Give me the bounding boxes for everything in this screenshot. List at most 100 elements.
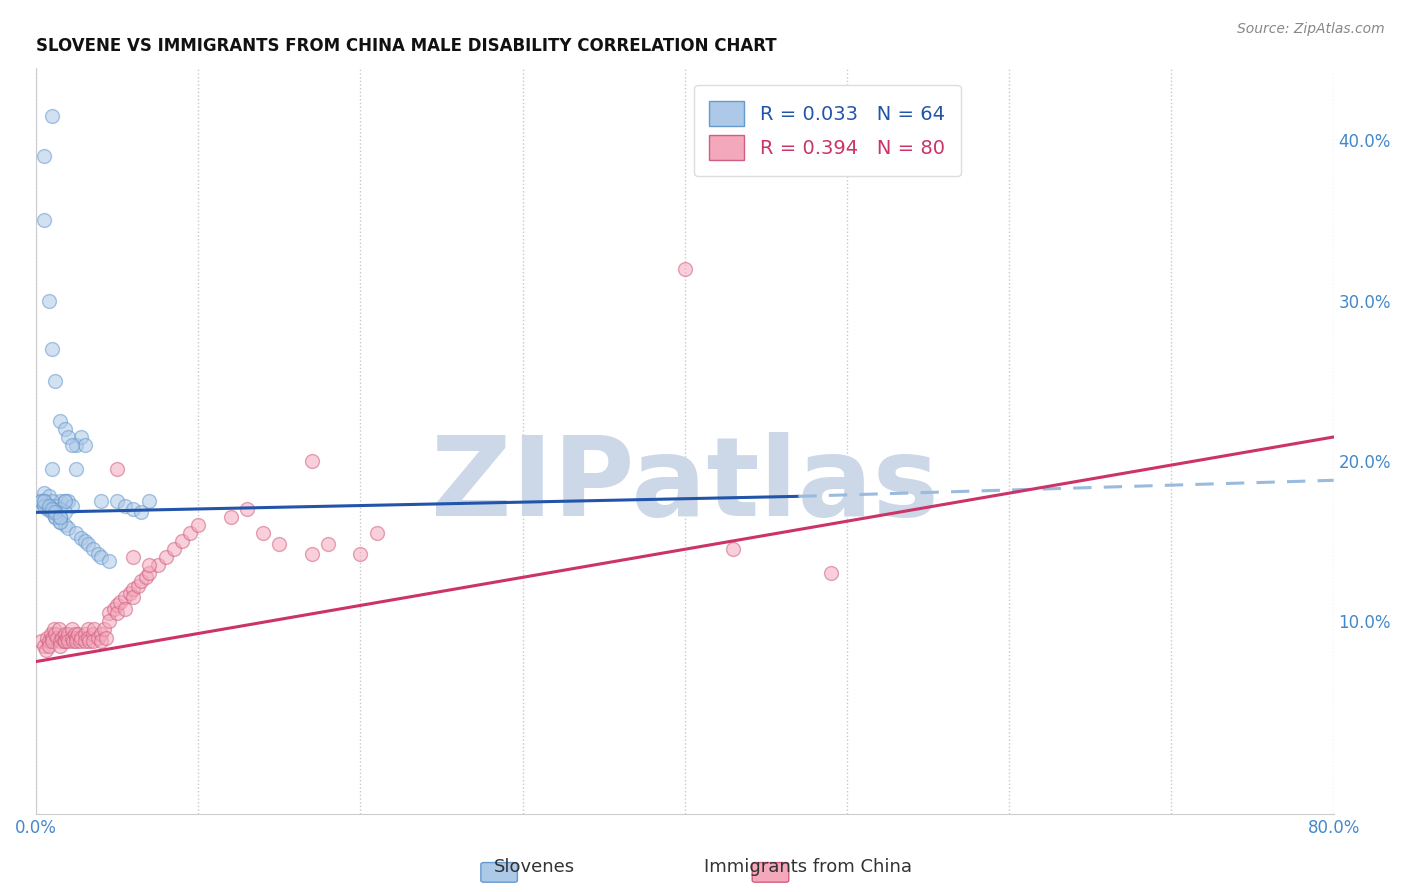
Point	[105, 607, 128, 621]
Point	[58, 494, 80, 508]
Point	[32, 213, 55, 227]
Point	[122, 591, 145, 605]
Point	[316, 537, 339, 551]
Point	[105, 462, 128, 476]
Point	[44, 499, 66, 513]
Point	[32, 639, 55, 653]
Point	[138, 494, 160, 508]
Point	[105, 599, 128, 613]
Point	[179, 526, 201, 541]
Point	[131, 574, 153, 589]
Point	[103, 601, 125, 615]
Point	[44, 505, 66, 519]
Point	[60, 623, 83, 637]
Point	[49, 515, 72, 529]
Text: Slovenes: Slovenes	[494, 858, 575, 876]
Point	[65, 633, 87, 648]
Point	[269, 537, 291, 551]
Point	[44, 510, 66, 524]
Point	[58, 430, 80, 444]
Point	[60, 438, 83, 452]
Point	[53, 505, 76, 519]
Point	[30, 494, 52, 508]
Point	[53, 422, 76, 436]
Point	[39, 627, 62, 641]
Point	[55, 631, 77, 645]
Point	[187, 518, 209, 533]
Point	[236, 502, 259, 516]
Point	[58, 633, 80, 648]
Point	[114, 591, 136, 605]
Point	[301, 454, 323, 468]
Point	[49, 633, 72, 648]
Text: Immigrants from China: Immigrants from China	[704, 858, 912, 876]
Point	[76, 537, 98, 551]
Point	[69, 633, 91, 648]
Point	[122, 502, 145, 516]
Point	[62, 633, 84, 648]
Point	[155, 550, 177, 565]
Point	[67, 627, 90, 641]
Point	[114, 499, 136, 513]
Point	[44, 510, 66, 524]
Point	[73, 627, 96, 641]
Text: Source: ZipAtlas.com: Source: ZipAtlas.com	[1237, 22, 1385, 37]
Point	[44, 627, 66, 641]
Point	[38, 502, 60, 516]
Point	[94, 631, 117, 645]
Point	[301, 547, 323, 561]
Point	[49, 510, 72, 524]
Point	[131, 505, 153, 519]
Point	[41, 502, 63, 516]
Point	[49, 515, 72, 529]
Point	[38, 639, 60, 653]
Point	[114, 601, 136, 615]
Point	[118, 585, 141, 599]
Point	[76, 631, 98, 645]
Point	[37, 631, 59, 645]
Point	[82, 542, 104, 557]
Point	[32, 494, 55, 508]
Point	[49, 510, 72, 524]
Point	[86, 547, 108, 561]
Point	[58, 521, 80, 535]
Point	[53, 633, 76, 648]
Point	[138, 558, 160, 573]
Point	[70, 430, 93, 444]
Point	[170, 534, 193, 549]
Point	[38, 633, 60, 648]
Point	[37, 502, 59, 516]
Point	[38, 293, 60, 308]
Point	[122, 582, 145, 597]
Point	[65, 631, 87, 645]
Point	[122, 550, 145, 565]
Point	[163, 542, 186, 557]
Point	[41, 502, 63, 516]
Point	[41, 109, 63, 123]
Point	[63, 627, 86, 641]
Point	[48, 623, 70, 637]
Point	[673, 261, 696, 276]
Point	[97, 607, 120, 621]
Point	[41, 505, 63, 519]
Point	[32, 499, 55, 513]
Point	[60, 631, 83, 645]
Point	[60, 499, 83, 513]
Point	[32, 494, 55, 508]
Point	[41, 342, 63, 356]
Point	[73, 633, 96, 648]
Point	[138, 566, 160, 581]
Point	[73, 438, 96, 452]
Point	[53, 518, 76, 533]
Point	[76, 623, 98, 637]
Point	[97, 615, 120, 629]
Legend: R = 0.033   N = 64, R = 0.394   N = 80: R = 0.033 N = 64, R = 0.394 N = 80	[695, 85, 960, 176]
Point	[49, 414, 72, 428]
Point	[97, 553, 120, 567]
Point	[105, 494, 128, 508]
Point	[32, 499, 55, 513]
Point	[83, 623, 105, 637]
Point	[70, 531, 93, 545]
Point	[41, 631, 63, 645]
Point	[110, 595, 132, 609]
